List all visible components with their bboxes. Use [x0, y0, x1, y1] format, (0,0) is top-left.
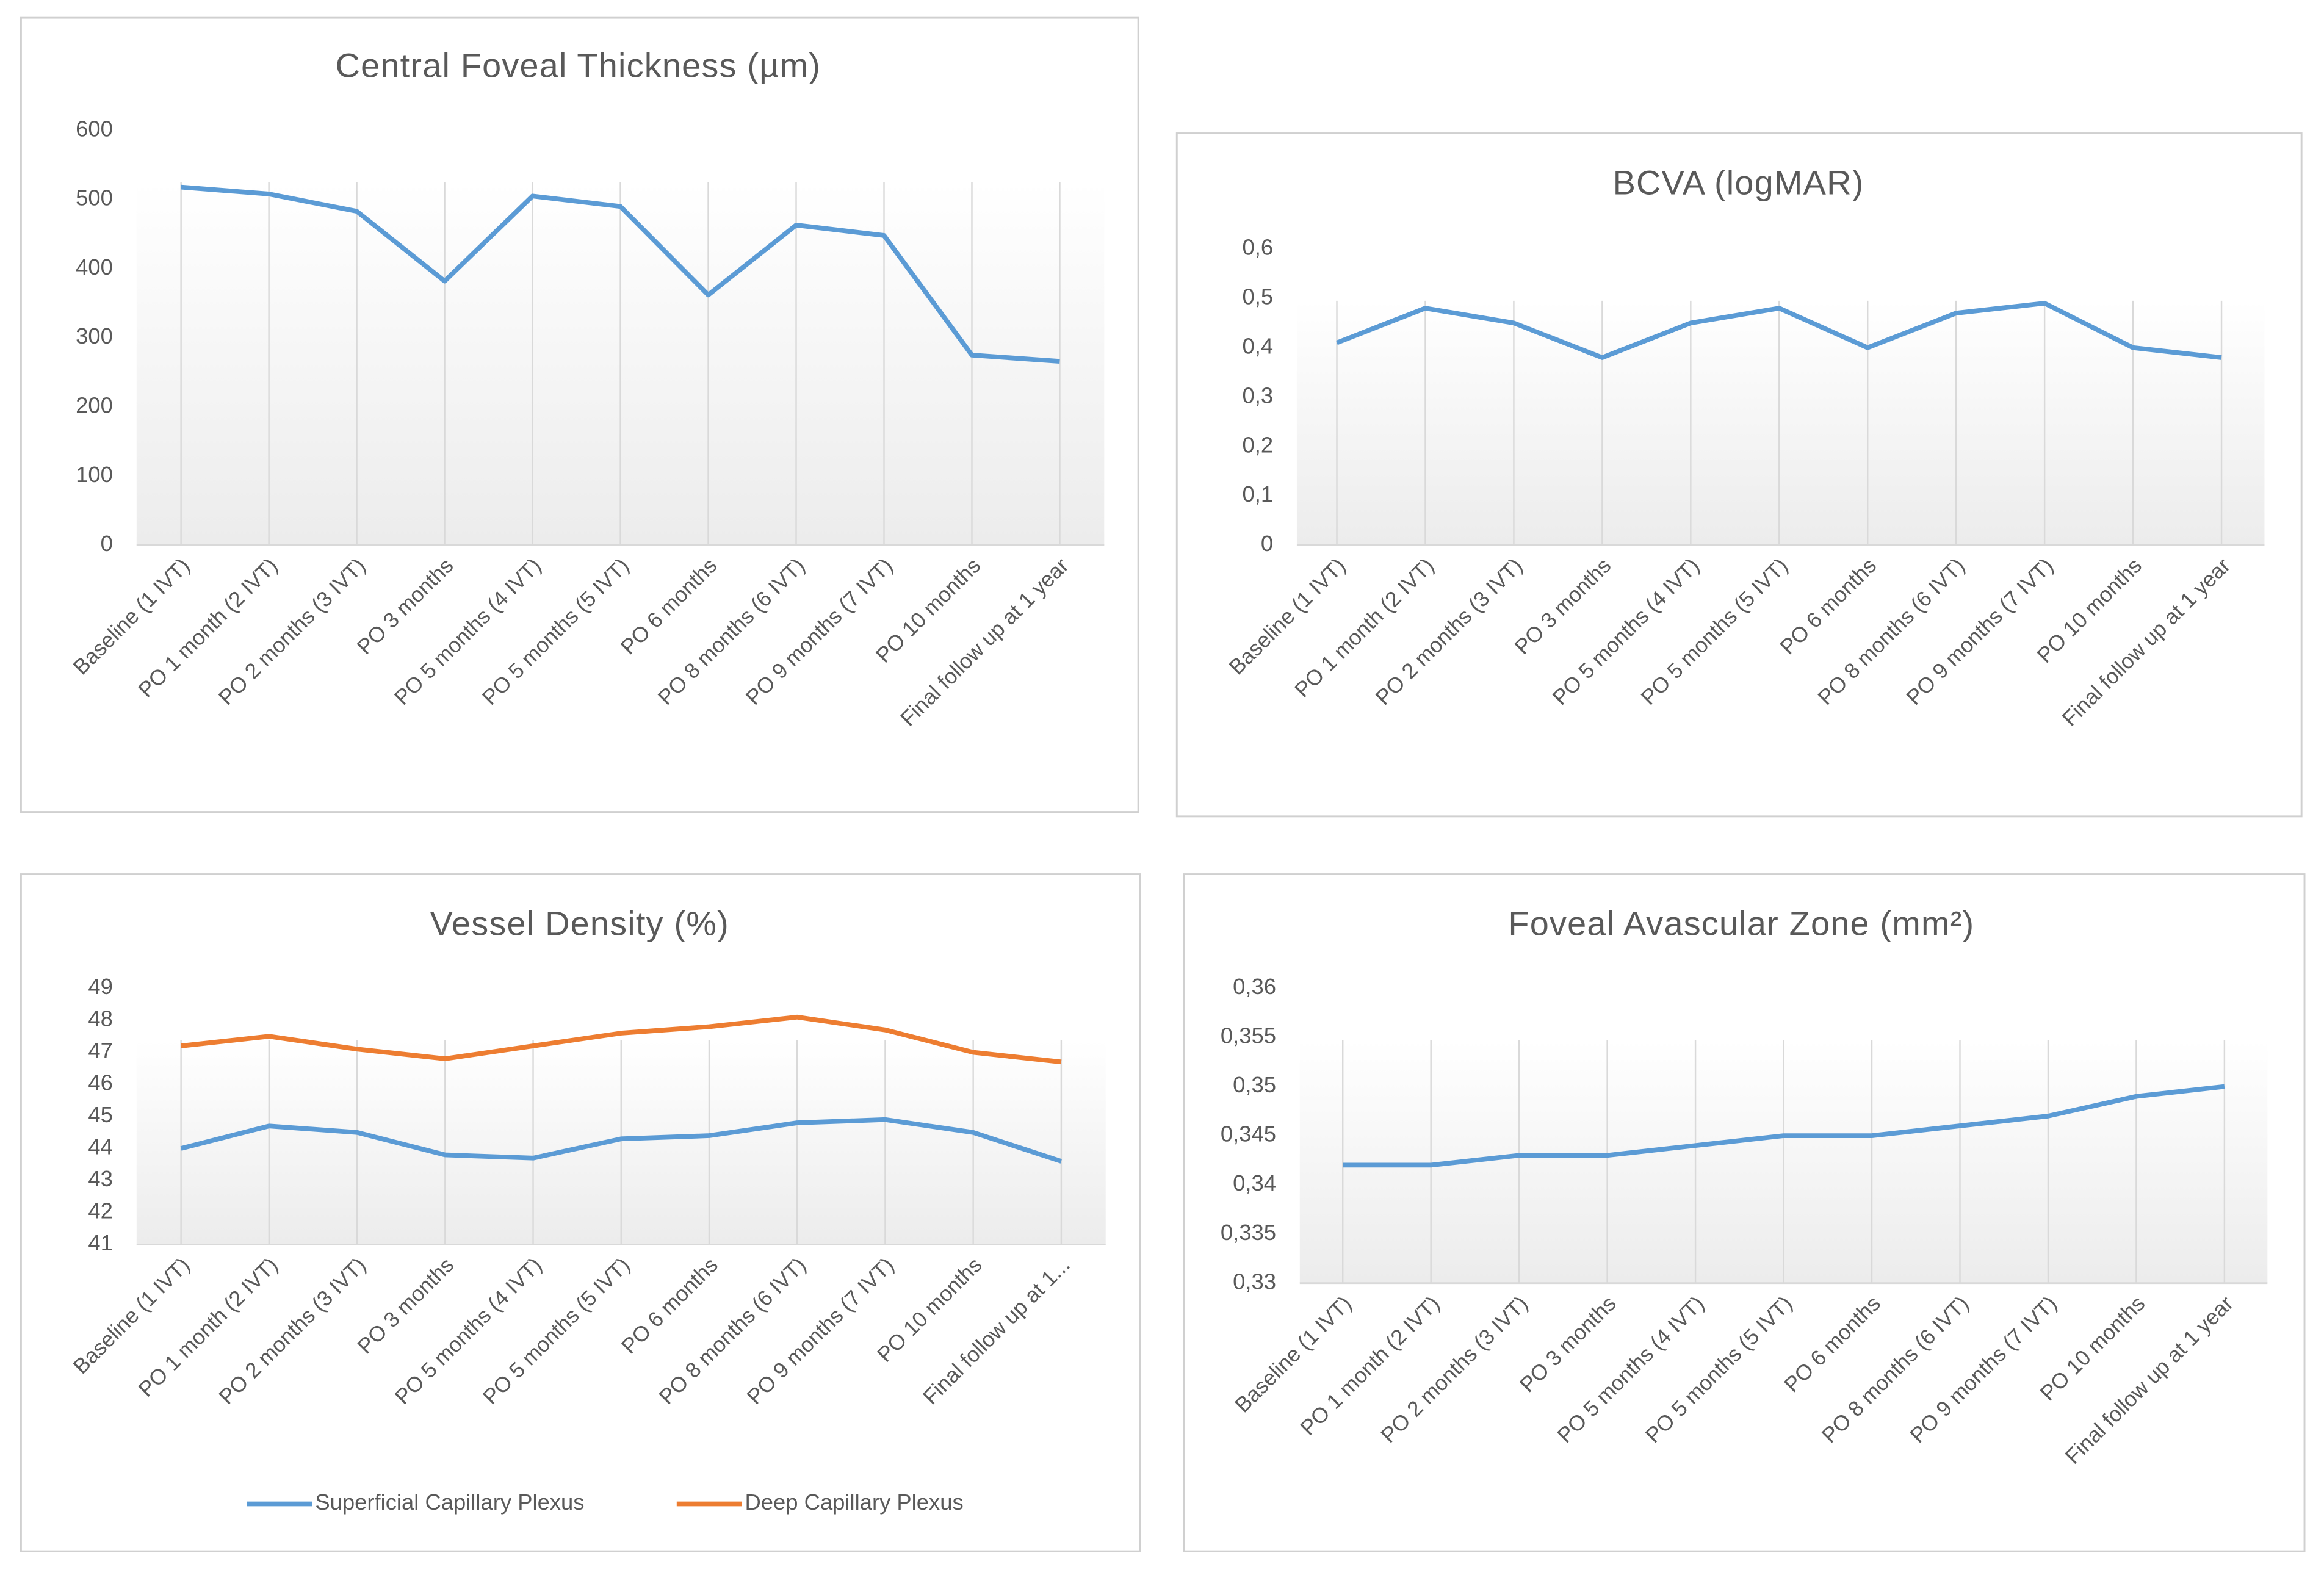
y-tick-label: 0,3 — [1242, 383, 1273, 408]
y-tick-label: 0,4 — [1242, 333, 1273, 358]
data-line — [1336, 301, 2222, 360]
y-tick-label: 0,34 — [1233, 1170, 1276, 1195]
data-line — [1343, 1084, 2225, 1168]
y-tick-label: 0,1 — [1242, 481, 1273, 506]
y-tick-label: 41 — [88, 1230, 113, 1255]
y-tick-label: 42 — [88, 1198, 113, 1224]
y-tick-label: 0,35 — [1233, 1072, 1276, 1097]
y-tick-label: 47 — [88, 1038, 113, 1063]
chart-title: Foveal Avascular Zone (mm²) — [1508, 904, 1974, 942]
y-tick-label: 44 — [88, 1134, 113, 1159]
y-tick-label: 100 — [76, 462, 113, 487]
y-tick-label: 0,345 — [1221, 1122, 1276, 1147]
plot-area — [1296, 300, 2265, 546]
y-tick-label: 48 — [88, 1006, 113, 1031]
y-tick-label: 49 — [88, 974, 113, 999]
y-tick-label: 45 — [88, 1102, 113, 1127]
y-tick-label: 0,355 — [1221, 1023, 1276, 1048]
chart-title: Vessel Density (%) — [430, 904, 729, 942]
y-tick-label: 0 — [101, 531, 113, 556]
y-tick-label: 400 — [76, 254, 113, 279]
legend-label: Superficial Capillary Plexus — [315, 1490, 584, 1515]
y-tick-label: 0 — [1261, 531, 1273, 556]
y-tick-label: 0,36 — [1233, 974, 1276, 999]
y-tick-label: 46 — [88, 1070, 113, 1095]
y-tick-label: 0,6 — [1242, 235, 1273, 260]
chart-title: BCVA (logMAR) — [1613, 163, 1864, 201]
y-tick-label: 0,5 — [1242, 284, 1273, 309]
y-tick-label: 500 — [76, 186, 113, 211]
data-line — [180, 1117, 1063, 1164]
chart-title: Central Foveal Thickness (µm) — [336, 46, 821, 84]
data-line — [181, 184, 1060, 364]
y-tick-label: 0,33 — [1233, 1269, 1276, 1294]
y-tick-label: 600 — [76, 116, 113, 141]
y-tick-label: 0,335 — [1221, 1220, 1276, 1245]
y-tick-label: 0,2 — [1242, 432, 1273, 457]
y-tick-label: 300 — [76, 323, 113, 348]
data-line — [181, 1014, 1062, 1065]
y-tick-label: 200 — [76, 393, 113, 418]
legend-label: Deep Capillary Plexus — [745, 1490, 964, 1515]
y-tick-label: 43 — [88, 1166, 113, 1191]
